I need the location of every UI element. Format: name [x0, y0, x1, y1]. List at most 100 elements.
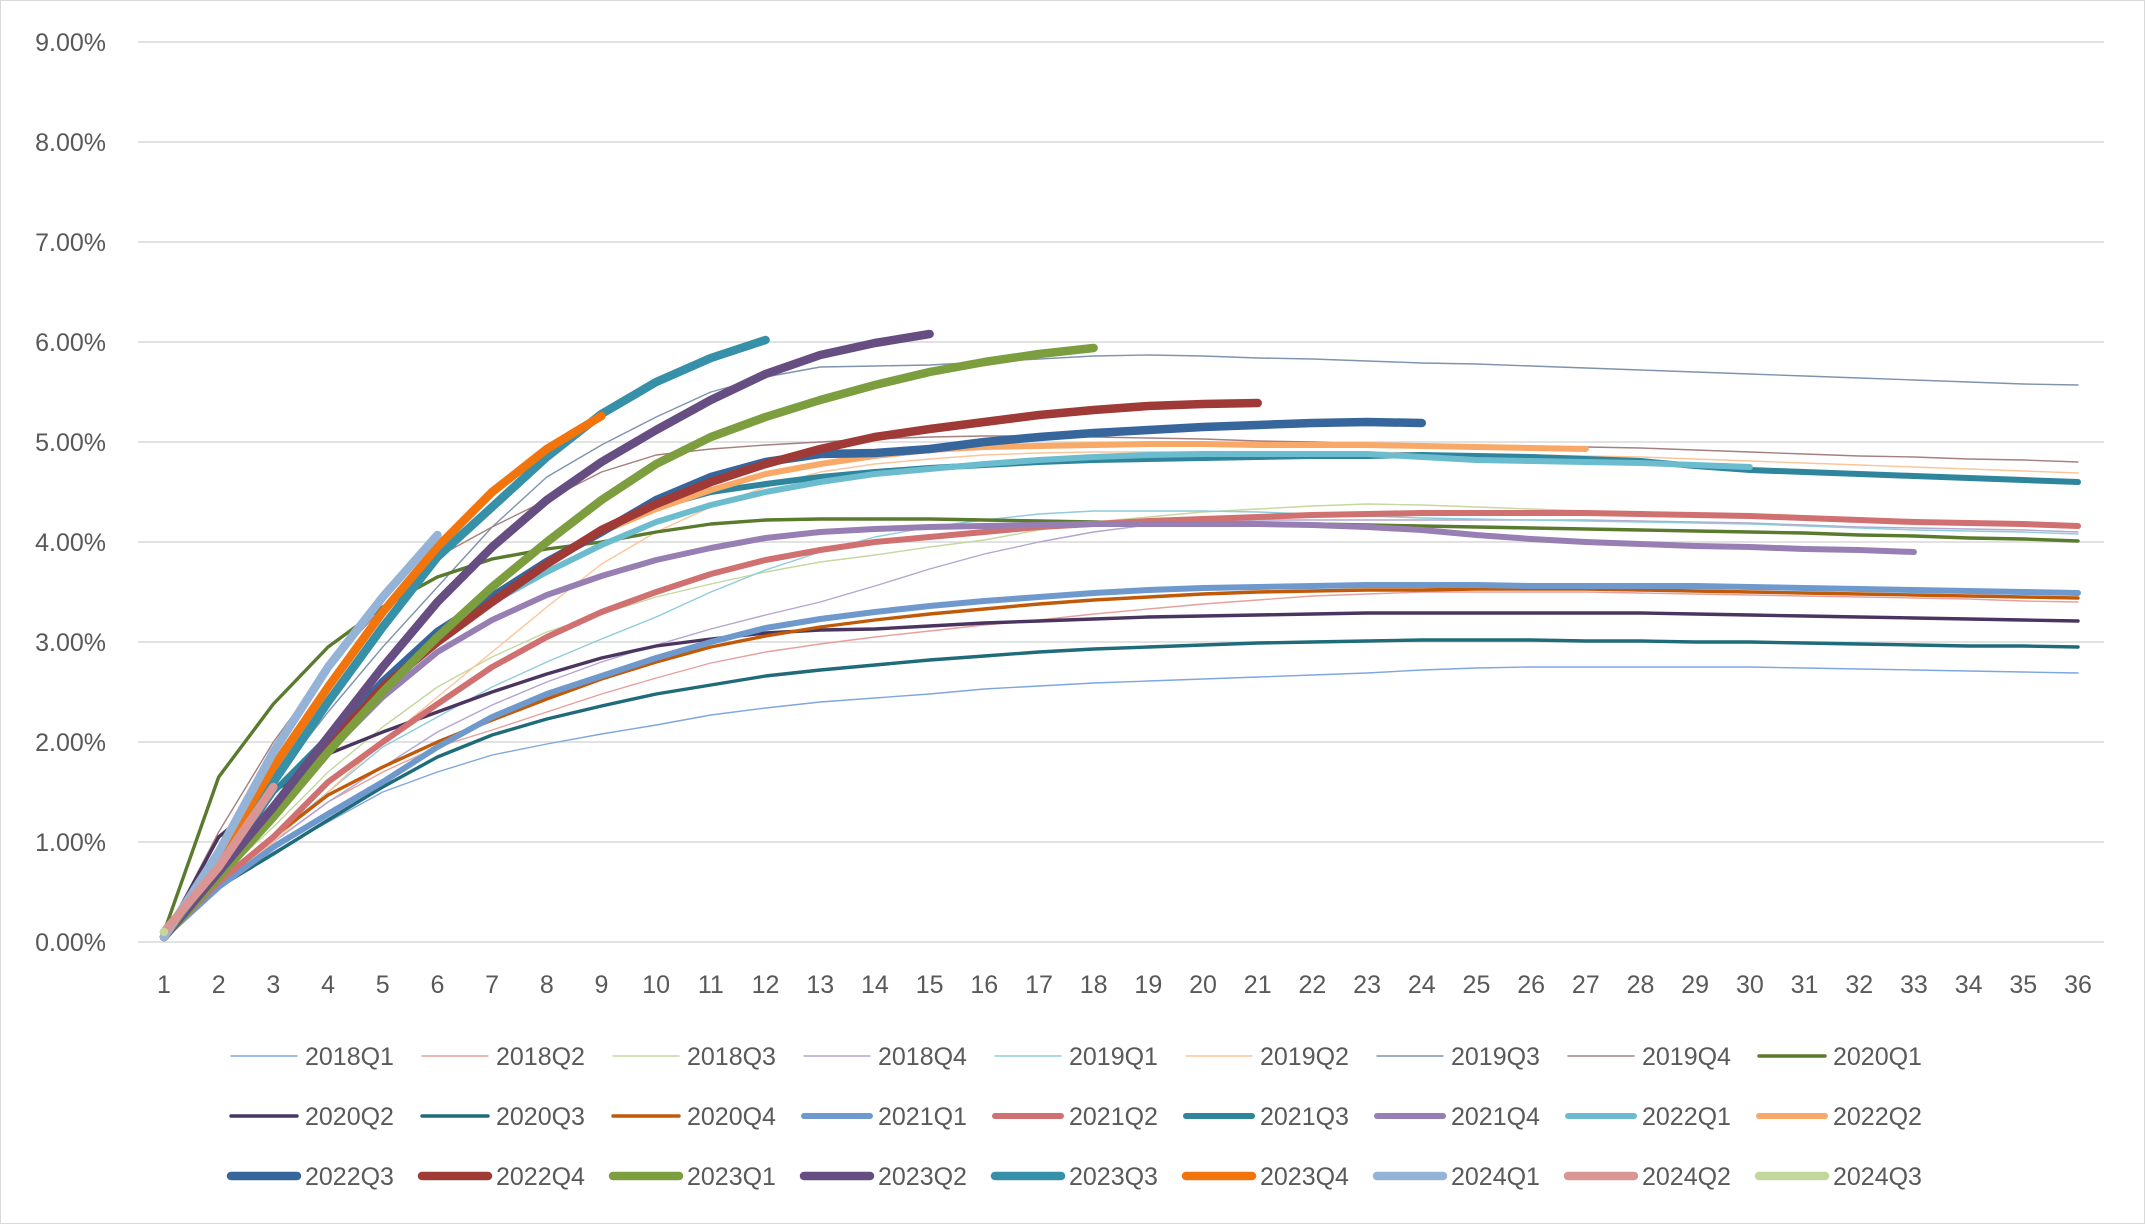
legend-item: 2022Q3 — [226, 1163, 394, 1191]
legend-label: 2019Q1 — [1069, 1043, 1158, 1071]
legend-item: 2018Q4 — [803, 1043, 967, 1071]
legend-label: 2023Q2 — [878, 1163, 967, 1191]
legend-item: 2019Q4 — [1567, 1043, 1731, 1071]
legend-item: 2024Q1 — [1372, 1163, 1540, 1191]
series-line-2021Q1 — [161, 582, 2081, 940]
series-line-2018Q2 — [163, 591, 2079, 938]
legend-label: 2019Q2 — [1260, 1043, 1349, 1071]
series-line-2019Q2 — [163, 451, 2079, 938]
legend-item: 2024Q2 — [1563, 1163, 1731, 1191]
x-tick-label: 14 — [861, 971, 889, 999]
x-tick-label: 4 — [321, 971, 335, 999]
x-tick-label: 32 — [1845, 971, 1873, 999]
y-tick-label: 7.00% — [35, 229, 106, 257]
x-tick-label: 19 — [1134, 971, 1162, 999]
legend-label: 2022Q1 — [1642, 1103, 1731, 1131]
series-line-2020Q3 — [162, 638, 2080, 939]
y-tick-label: 8.00% — [35, 129, 106, 157]
legend-label: 2022Q2 — [1833, 1103, 1922, 1131]
legend-item: 2023Q1 — [608, 1163, 776, 1191]
y-tick-label: 1.00% — [35, 829, 106, 857]
series-line-2020Q2 — [162, 611, 2080, 939]
legend-label: 2023Q1 — [687, 1163, 776, 1191]
legend-label: 2023Q3 — [1069, 1163, 1158, 1191]
x-tick-label: 15 — [916, 971, 944, 999]
y-axis-tick-labels: 0.00% 1.00% 2.00% 3.00% 4.00% 5.00% 6.00% 7.00%… — [35, 29, 106, 957]
legend-item: 2019Q2 — [1185, 1043, 1349, 1071]
legend-label: 2019Q4 — [1642, 1043, 1731, 1071]
x-tick-label: 23 — [1353, 971, 1381, 999]
x-tick-label: 9 — [595, 971, 609, 999]
x-tick-label: 34 — [1955, 971, 1983, 999]
legend-item: 2019Q3 — [1376, 1043, 1540, 1071]
legend-item: 2020Q1 — [1757, 1043, 1922, 1071]
y-tick-label: 5.00% — [35, 429, 106, 457]
x-tick-label: 7 — [485, 971, 499, 999]
legend: 2018Q1 2018Q2 2018Q3 2018Q4 2019Q1 2019Q2 2019… — [226, 1043, 1922, 1191]
x-tick-label: 17 — [1025, 971, 1053, 999]
x-tick-label: 30 — [1736, 971, 1764, 999]
x-tick-label: 1 — [157, 971, 171, 999]
x-tick-label: 22 — [1298, 971, 1326, 999]
series-line-2023Q2 — [159, 329, 934, 942]
legend-label: 2021Q4 — [1451, 1103, 1540, 1131]
legend-item: 2022Q4 — [417, 1163, 585, 1191]
series-line-2019Q3 — [163, 354, 2079, 938]
legend-item: 2021Q1 — [801, 1103, 967, 1131]
x-tick-label: 35 — [2009, 971, 2037, 999]
x-tick-label: 6 — [430, 971, 444, 999]
legend-item: 2023Q2 — [799, 1163, 967, 1191]
legend-label: 2024Q1 — [1451, 1163, 1540, 1191]
legend-label: 2020Q2 — [305, 1103, 394, 1131]
legend-label: 2020Q3 — [496, 1103, 585, 1131]
series-line-2024Q2 — [159, 782, 278, 937]
legend-label: 2022Q4 — [496, 1163, 585, 1191]
series-line-2022Q3 — [159, 417, 1427, 942]
y-tick-label: 9.00% — [35, 29, 106, 57]
x-tick-label: 18 — [1080, 971, 1108, 999]
legend-item: 2018Q2 — [421, 1043, 585, 1071]
x-tick-label: 36 — [2064, 971, 2092, 999]
y-tick-label: 4.00% — [35, 529, 106, 557]
legend-item: 2021Q2 — [992, 1103, 1158, 1131]
legend-label: 2018Q4 — [878, 1043, 967, 1071]
series-line-2021Q4 — [161, 521, 1917, 940]
y-tick-label: 2.00% — [35, 729, 106, 757]
legend-label: 2018Q2 — [496, 1043, 585, 1071]
series-line-2019Q4 — [163, 435, 2079, 938]
series-line-2023Q1 — [159, 343, 1098, 942]
x-tick-label: 29 — [1681, 971, 1709, 999]
legend-label: 2021Q2 — [1069, 1103, 1158, 1131]
x-tick-label: 27 — [1572, 971, 1600, 999]
series-line-2018Q3 — [163, 503, 2079, 938]
legend-item: 2023Q4 — [1181, 1163, 1349, 1191]
series-line-2024Q3 — [159, 927, 169, 937]
legend-label: 2024Q2 — [1642, 1163, 1731, 1191]
legend-item: 2020Q3 — [420, 1103, 585, 1131]
series-lines — [159, 329, 2081, 942]
y-tick-label: 0.00% — [35, 929, 106, 957]
legend-item: 2024Q3 — [1754, 1163, 1922, 1191]
legend-label: 2019Q3 — [1451, 1043, 1540, 1071]
legend-label: 2020Q1 — [1833, 1043, 1922, 1071]
legend-item: 2018Q3 — [612, 1043, 776, 1071]
legend-label: 2020Q4 — [687, 1103, 776, 1131]
legend-item: 2021Q3 — [1183, 1103, 1349, 1131]
legend-label: 2018Q3 — [687, 1043, 776, 1071]
series-line-2018Q1 — [163, 666, 2079, 938]
x-tick-label: 33 — [1900, 971, 1928, 999]
legend-item: 2018Q1 — [230, 1043, 394, 1071]
x-tick-label: 5 — [376, 971, 390, 999]
x-tick-label: 16 — [970, 971, 998, 999]
x-tick-label: 28 — [1627, 971, 1655, 999]
x-tick-label: 10 — [642, 971, 670, 999]
x-tick-label: 25 — [1463, 971, 1491, 999]
x-tick-label: 3 — [266, 971, 280, 999]
x-axis-tick-labels: 1 2 3 4 5 6 7 8 9 10 11 12 13 14 15 16 17 18 19 20 21 22 23 24 2… — [157, 971, 2092, 999]
legend-item: 2022Q2 — [1756, 1103, 1922, 1131]
legend-label: 2022Q3 — [305, 1163, 394, 1191]
x-tick-label: 8 — [540, 971, 554, 999]
series-line-2024Q1 — [159, 530, 442, 942]
